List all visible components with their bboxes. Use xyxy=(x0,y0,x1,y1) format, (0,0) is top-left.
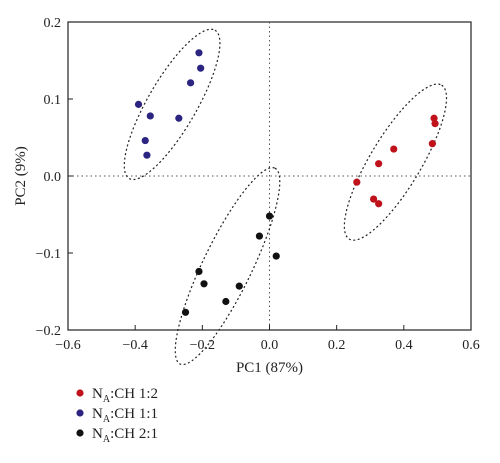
data-point xyxy=(197,64,205,72)
legend-marker xyxy=(76,409,84,417)
legend: NA:CH 1:2NA:CH 1:1NA:CH 2:1 xyxy=(76,386,158,445)
data-point xyxy=(375,160,383,168)
x-tick-label: 0.0 xyxy=(261,338,279,353)
confidence-ellipse xyxy=(343,83,448,241)
plot-area: −0.6 −0.4 −0.2 0.0 0.2 0.4 0.6 0.2 0.1 0.0 −0.1 −0.… xyxy=(13,16,480,376)
x-tick-label: −0.2 xyxy=(190,338,215,353)
data-point xyxy=(200,280,208,288)
data-point xyxy=(370,195,378,203)
legend-marker xyxy=(76,389,84,397)
x-tick-label: 0.2 xyxy=(328,338,346,353)
data-point xyxy=(146,112,154,120)
data-point xyxy=(175,114,183,122)
data-point xyxy=(195,267,203,276)
legend-marker xyxy=(76,429,84,437)
y-axis-title: PC2 (9%) xyxy=(13,146,29,206)
data-point xyxy=(431,120,439,128)
data-point xyxy=(353,178,361,186)
y-tick-label: 0.1 xyxy=(44,93,62,108)
data-point xyxy=(134,100,143,108)
data-point xyxy=(428,140,436,148)
x-tick-label: 0.4 xyxy=(395,338,413,353)
y-tick-label: −0.1 xyxy=(36,247,61,262)
data-point xyxy=(430,114,438,122)
data-point xyxy=(375,200,383,208)
data-point xyxy=(390,145,398,153)
data-point xyxy=(186,79,195,87)
data-point xyxy=(272,252,280,260)
confidence-ellipse xyxy=(174,167,281,366)
data-point xyxy=(181,308,190,316)
x-tick-label: −0.6 xyxy=(55,338,80,353)
data-point xyxy=(143,151,151,159)
x-tick-label: 0.6 xyxy=(462,338,480,353)
y-tick-label: 0.0 xyxy=(44,170,62,185)
data-point xyxy=(265,212,274,220)
confidence-ellipse xyxy=(123,28,221,181)
data-point xyxy=(141,136,149,145)
x-axis-title: PC1 (87%) xyxy=(236,360,303,376)
x-tick-label: −0.4 xyxy=(122,338,147,353)
legend-label: NA:CH 1:2 xyxy=(92,386,158,405)
data-point xyxy=(255,232,264,240)
legend-label: NA:CH 2:1 xyxy=(92,426,158,445)
data-point xyxy=(235,282,243,290)
data-point xyxy=(222,297,230,306)
legend-label: NA:CH 1:1 xyxy=(92,406,158,425)
data-point xyxy=(195,49,203,57)
y-tick-label: 0.2 xyxy=(44,16,62,31)
y-tick-label: −0.2 xyxy=(36,324,61,339)
